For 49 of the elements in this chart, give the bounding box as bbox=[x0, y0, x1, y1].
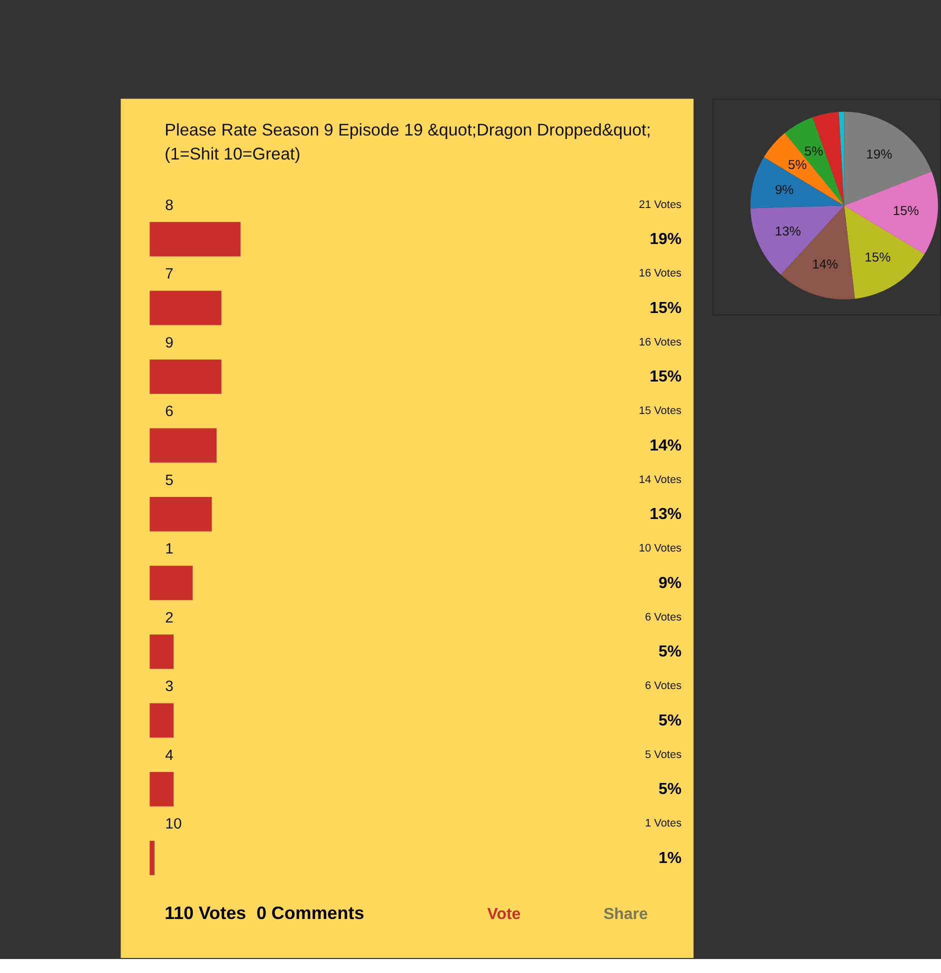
data-label: 15% bbox=[892, 202, 920, 218]
y-tick-label: 3 bbox=[165, 678, 174, 696]
y-tick-label: 8 bbox=[165, 196, 174, 214]
text: Share bbox=[604, 906, 648, 924]
y-tick-label: 2 bbox=[165, 609, 174, 626]
text: 5 Votes bbox=[644, 748, 682, 761]
text: 10 Votes bbox=[638, 542, 682, 555]
data-label: 9% bbox=[658, 574, 682, 592]
y-tick-label: 9 bbox=[165, 334, 174, 352]
pie-slice bbox=[750, 206, 844, 275]
text: Please Rate Season 9 Episode 19 &quot;Dragon Dropped&quot; (1=Shit 10=Great) bbox=[164, 120, 651, 164]
pie-slice bbox=[844, 206, 925, 299]
text: 14 Votes bbox=[638, 474, 682, 486]
pie-slice bbox=[764, 132, 844, 206]
y-tick-label: 6 bbox=[165, 403, 174, 420]
text: 6 Votes bbox=[644, 680, 682, 692]
pie-slice bbox=[844, 172, 938, 254]
y-tick-label: 1 bbox=[165, 540, 174, 558]
data-label: 15% bbox=[864, 250, 892, 265]
y-tick-label: 4 bbox=[165, 746, 174, 764]
data-label: 5% bbox=[658, 712, 682, 730]
data-label: 5% bbox=[658, 781, 682, 798]
y-tick-label: 7 bbox=[165, 266, 174, 283]
text: 16 Votes bbox=[638, 268, 682, 280]
text: 1 Votes bbox=[644, 818, 682, 830]
data-label: 13% bbox=[774, 223, 802, 238]
data-label: 5% bbox=[804, 144, 824, 159]
data-label: 14% bbox=[812, 256, 838, 272]
data-label: 1% bbox=[658, 850, 682, 867]
data-label: 15% bbox=[650, 368, 682, 386]
text: Vote bbox=[487, 906, 521, 924]
data-label: 5% bbox=[788, 157, 808, 172]
data-label: 9% bbox=[774, 182, 794, 197]
data-label: 5% bbox=[658, 644, 682, 661]
text: 0 Comments bbox=[256, 903, 364, 924]
y-tick-label: 5 bbox=[165, 472, 174, 489]
data-label: 19% bbox=[650, 231, 682, 248]
text: 110 Votes bbox=[164, 903, 246, 924]
pie-slice bbox=[844, 112, 932, 206]
pie-slice bbox=[750, 157, 844, 208]
y-tick-label: 10 bbox=[165, 816, 182, 833]
data-label: 13% bbox=[650, 506, 682, 524]
data-label: 15% bbox=[650, 300, 682, 317]
text: 15 Votes bbox=[638, 405, 682, 418]
text: 21 Votes bbox=[638, 198, 682, 211]
text: 6 Votes bbox=[644, 611, 682, 624]
data-label: 14% bbox=[650, 437, 682, 454]
text: 16 Votes bbox=[638, 336, 682, 348]
data-label: 19% bbox=[866, 146, 893, 162]
